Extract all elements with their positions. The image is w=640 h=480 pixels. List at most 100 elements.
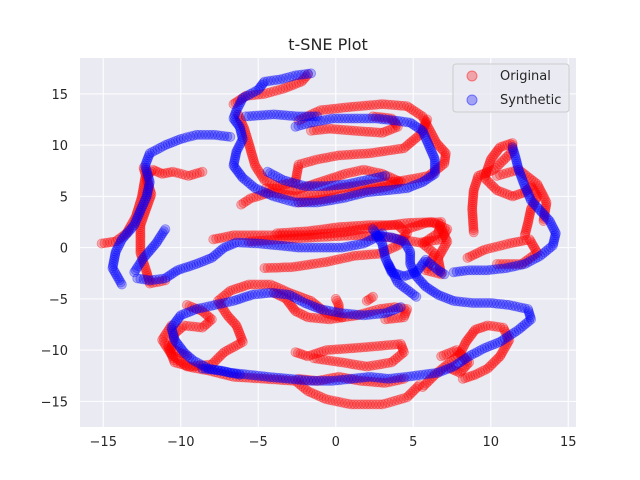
data-point	[429, 156, 440, 167]
data-point	[442, 359, 453, 370]
data-point	[255, 81, 266, 92]
data-point	[247, 236, 258, 247]
data-point	[243, 369, 254, 380]
data-point	[379, 220, 390, 231]
data-point	[396, 235, 407, 246]
data-point	[355, 188, 366, 199]
data-point	[440, 361, 451, 372]
data-point	[499, 333, 510, 344]
data-point	[532, 179, 543, 190]
data-point	[177, 345, 188, 356]
data-point	[291, 293, 302, 304]
data-point	[265, 239, 276, 250]
data-point	[281, 373, 292, 384]
data-point	[340, 149, 351, 160]
data-point	[431, 367, 442, 378]
data-point	[349, 181, 360, 192]
data-point	[256, 288, 267, 299]
data-point	[502, 189, 513, 200]
data-point	[334, 170, 345, 181]
data-point	[364, 166, 375, 177]
data-point	[289, 292, 300, 303]
data-point	[171, 167, 182, 178]
data-point	[413, 108, 424, 119]
data-point	[180, 348, 191, 359]
data-point	[539, 193, 550, 204]
data-point	[157, 168, 168, 179]
data-point	[333, 124, 344, 135]
data-point	[172, 265, 183, 276]
data-point	[436, 234, 447, 245]
data-point	[286, 230, 297, 241]
data-point	[427, 148, 438, 159]
data-point	[426, 368, 437, 379]
data-point	[404, 138, 415, 149]
data-point	[418, 122, 429, 133]
data-point	[449, 346, 460, 357]
data-point	[350, 225, 361, 236]
data-point	[343, 168, 354, 179]
data-point	[352, 310, 363, 321]
data-point	[346, 221, 357, 232]
data-point	[305, 312, 316, 323]
data-point	[191, 360, 202, 371]
data-point	[315, 313, 326, 324]
data-point	[467, 216, 478, 227]
data-point	[141, 171, 152, 182]
data-point	[142, 199, 153, 210]
data-point	[265, 109, 276, 120]
data-point	[439, 269, 450, 280]
data-point	[250, 230, 261, 241]
data-point	[327, 306, 338, 317]
data-point	[485, 154, 496, 165]
data-point	[200, 364, 211, 375]
data-point	[374, 113, 385, 124]
data-point	[532, 191, 543, 202]
data-point	[240, 91, 251, 102]
data-point	[386, 220, 397, 231]
data-point	[410, 269, 421, 280]
data-point	[302, 298, 313, 309]
data-point	[392, 339, 403, 350]
data-point	[413, 123, 424, 134]
data-point	[185, 321, 196, 332]
data-point	[390, 122, 401, 133]
data-point	[405, 256, 416, 267]
data-point	[135, 205, 146, 216]
data-point	[398, 233, 409, 244]
data-point	[144, 179, 155, 190]
data-point	[333, 242, 344, 253]
data-point	[434, 258, 445, 269]
data-point	[333, 254, 344, 265]
data-point	[264, 177, 275, 188]
data-point	[345, 230, 356, 241]
data-point	[398, 183, 409, 194]
data-point	[395, 183, 406, 194]
data-point	[330, 192, 341, 203]
data-point	[367, 305, 378, 316]
data-point	[377, 112, 388, 123]
data-point	[308, 349, 319, 360]
data-point	[299, 232, 310, 243]
data-point	[383, 232, 394, 243]
data-point	[409, 120, 420, 131]
data-point	[436, 351, 447, 362]
data-point	[361, 309, 372, 320]
data-point	[392, 100, 403, 111]
data-point	[493, 352, 504, 363]
data-point	[233, 111, 244, 122]
data-point	[428, 371, 439, 382]
data-point	[302, 68, 313, 79]
data-point	[268, 280, 279, 291]
data-point	[374, 377, 385, 388]
data-point	[387, 123, 398, 134]
data-point	[228, 317, 239, 328]
data-point	[531, 245, 542, 256]
data-point	[364, 184, 375, 195]
data-point	[457, 296, 468, 307]
data-point	[525, 236, 536, 247]
data-point	[302, 69, 313, 80]
data-point	[398, 345, 409, 356]
data-point	[127, 221, 138, 232]
data-point	[408, 135, 419, 146]
